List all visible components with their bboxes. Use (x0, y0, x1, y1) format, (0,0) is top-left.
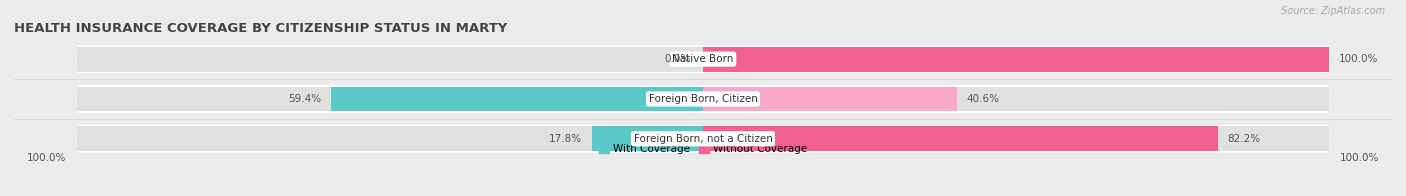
Text: HEALTH INSURANCE COVERAGE BY CITIZENSHIP STATUS IN MARTY: HEALTH INSURANCE COVERAGE BY CITIZENSHIP… (14, 22, 508, 35)
Bar (703, 126, 1218, 151)
Text: 40.6%: 40.6% (967, 94, 1000, 104)
Text: 59.4%: 59.4% (288, 94, 322, 104)
Bar (330, 87, 703, 111)
FancyBboxPatch shape (77, 85, 1329, 113)
Text: 17.8%: 17.8% (548, 134, 582, 144)
Bar (703, 87, 957, 111)
Text: Foreign Born, Citizen: Foreign Born, Citizen (648, 94, 758, 104)
Text: Foreign Born, not a Citizen: Foreign Born, not a Citizen (634, 134, 772, 144)
Text: 100.0%: 100.0% (27, 153, 66, 163)
Text: Source: ZipAtlas.com: Source: ZipAtlas.com (1281, 6, 1385, 16)
Text: 0.0%: 0.0% (664, 54, 690, 64)
FancyBboxPatch shape (77, 125, 1329, 153)
Text: Native Born: Native Born (672, 54, 734, 64)
Bar (77, 47, 1329, 72)
Text: 100.0%: 100.0% (1340, 153, 1379, 163)
Bar (592, 126, 703, 151)
Text: 82.2%: 82.2% (1227, 134, 1260, 144)
Bar (703, 47, 1329, 72)
Bar (77, 126, 1329, 151)
FancyBboxPatch shape (77, 45, 1329, 73)
Text: 100.0%: 100.0% (1339, 54, 1378, 64)
Bar (77, 87, 1329, 111)
Legend: With Coverage, Without Coverage: With Coverage, Without Coverage (595, 140, 811, 158)
